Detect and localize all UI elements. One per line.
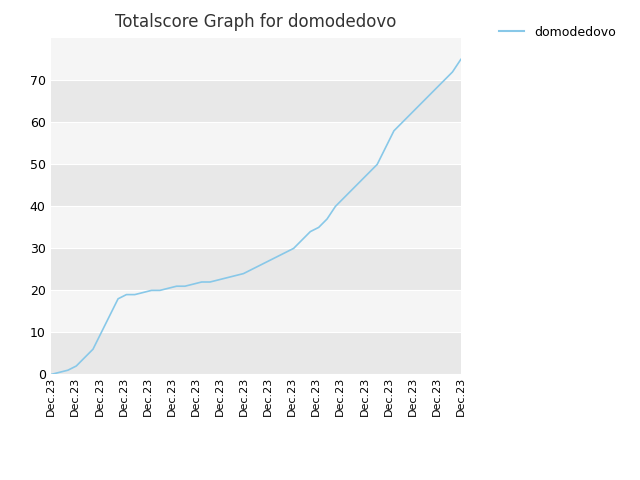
domodedovo [440,77,448,84]
domodedovo [189,281,197,287]
domodedovo [390,128,398,133]
domodedovo [106,313,113,319]
domodedovo [332,204,339,209]
domodedovo [64,367,72,373]
domodedovo [457,57,465,62]
domodedovo [365,170,372,176]
domodedovo [173,283,180,289]
domodedovo [307,229,314,235]
domodedovo [273,254,281,260]
domodedovo [47,372,55,377]
Bar [51,122,461,164]
Bar [51,332,461,374]
domodedovo [81,355,88,360]
domodedovo [298,237,306,243]
Title: Totalscore Graph for domodedovo: Totalscore Graph for domodedovo [115,13,397,31]
domodedovo [164,286,172,291]
Legend: domodedovo: domodedovo [494,21,621,44]
domodedovo [290,246,298,252]
Bar [51,164,461,206]
Bar [51,80,461,122]
domodedovo [449,69,456,75]
domodedovo [72,363,80,369]
domodedovo [131,292,139,298]
domodedovo [148,288,156,293]
domodedovo [340,195,348,201]
domodedovo [198,279,205,285]
domodedovo [239,271,247,276]
Bar [51,249,461,290]
domodedovo [257,262,264,268]
domodedovo [97,329,105,335]
Bar [51,38,461,80]
domodedovo [348,187,356,192]
domodedovo [181,283,189,289]
domodedovo [356,178,364,184]
domodedovo [381,145,389,151]
domodedovo [214,277,222,283]
domodedovo [223,275,230,281]
domodedovo [415,103,423,108]
domodedovo [407,111,415,117]
Line: domodedovo: domodedovo [51,60,461,374]
domodedovo [315,225,323,230]
domodedovo [265,258,273,264]
domodedovo [323,216,331,222]
domodedovo [114,296,122,302]
domodedovo [231,273,239,278]
domodedovo [123,292,131,298]
Bar [51,290,461,332]
domodedovo [399,120,406,125]
domodedovo [248,266,255,272]
domodedovo [373,161,381,167]
domodedovo [56,370,63,375]
domodedovo [140,289,147,295]
domodedovo [156,288,164,293]
domodedovo [282,250,289,255]
Bar [51,206,461,249]
domodedovo [206,279,214,285]
domodedovo [432,86,440,92]
domodedovo [424,95,431,100]
domodedovo [89,347,97,352]
